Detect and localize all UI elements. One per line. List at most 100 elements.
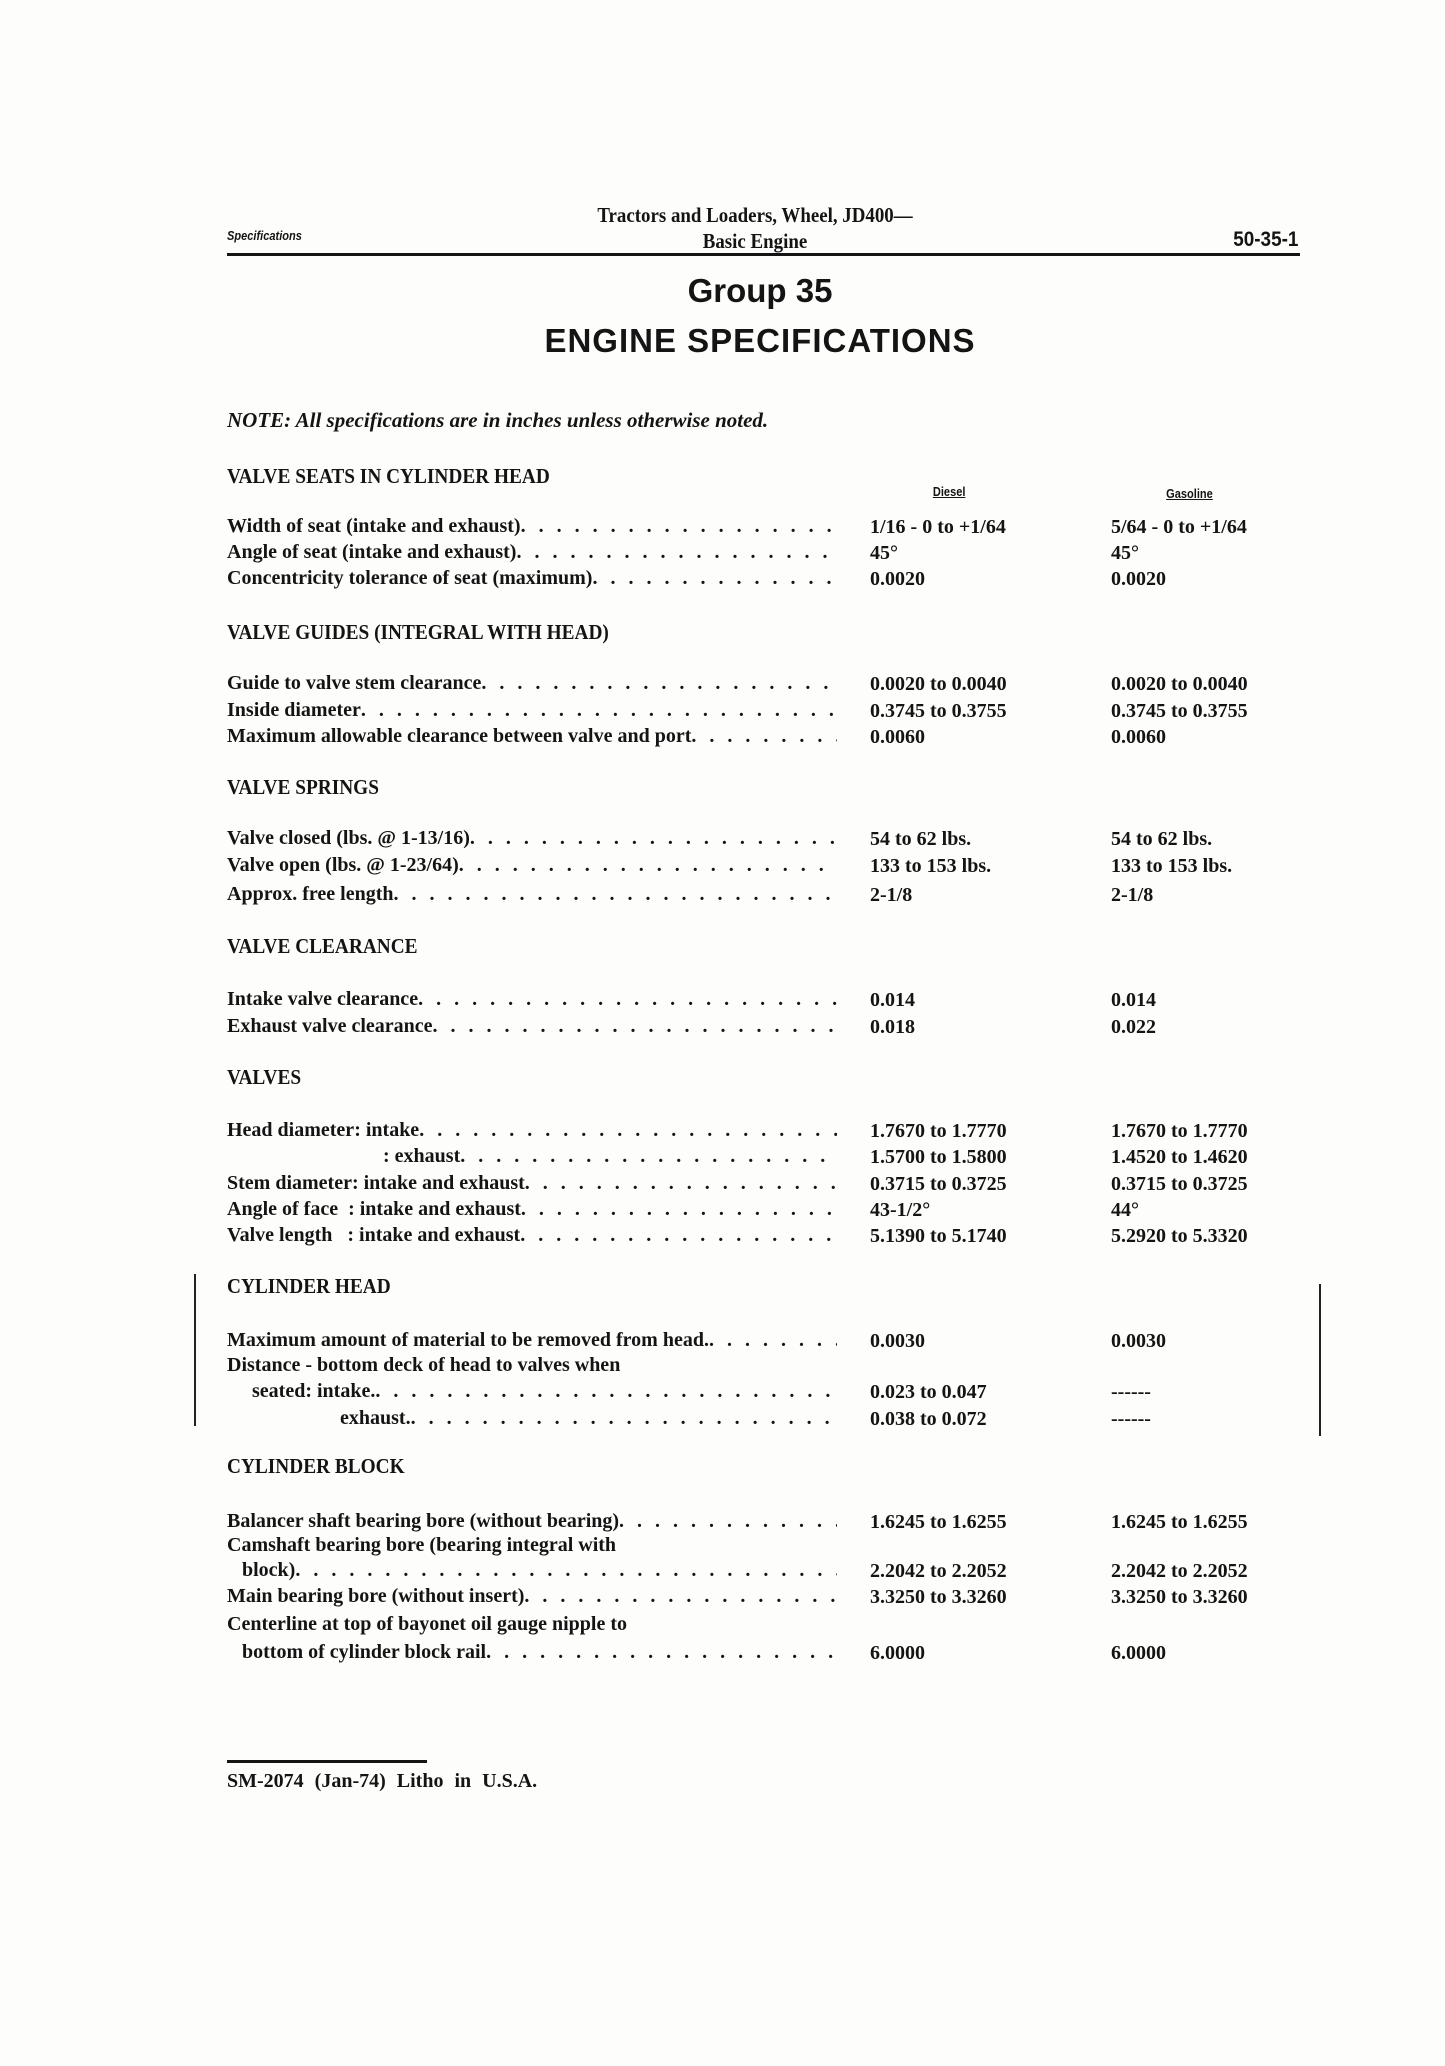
header-rule — [227, 253, 1300, 256]
page-number: 50-35-1 — [1232, 228, 1298, 251]
change-bar-left — [194, 1274, 196, 1426]
spec-label: Distance - bottom deck of head to valves… — [227, 1354, 621, 1376]
spec-value-gasoline: 0.0060 — [1111, 726, 1166, 748]
spec-value-diesel: 1.6245 to 1.6255 — [870, 1511, 1007, 1533]
section-heading: VALVE SEATS IN CYLINDER HEAD — [227, 464, 550, 488]
spec-value-gasoline: 133 to 153 lbs. — [1111, 855, 1233, 877]
spec-row: Maximum amount of material to be removed… — [227, 1329, 837, 1355]
spec-label: Exhaust valve clearance — [227, 1015, 433, 1037]
spec-value-diesel: 45° — [870, 542, 898, 564]
spec-label: Width of seat (intake and exhaust) — [227, 515, 521, 537]
spec-row: Maximum allowable clearance between valv… — [227, 725, 837, 751]
spec-value-gasoline: 0.0020 to 0.0040 — [1111, 673, 1248, 695]
header-title-line1: Tractors and Loaders, Wheel, JD400— — [597, 203, 913, 227]
spec-value-diesel: 0.023 to 0.047 — [870, 1381, 987, 1403]
dot-leader: . . . . . . . . . . . . . . . . . . . . … — [524, 1585, 837, 1607]
dot-leader: . . . . . . . . . . . . . . . . . . . . … — [432, 1015, 837, 1037]
spec-value-diesel: 1.5700 to 1.5800 — [870, 1146, 1007, 1168]
spec-value-gasoline: 1.6245 to 1.6255 — [1111, 1511, 1248, 1533]
spec-row: Approx. free length . . . . . . . . . . … — [227, 883, 837, 909]
spec-value-gasoline: 0.014 — [1111, 989, 1156, 1011]
spec-value-gasoline: 5.2920 to 5.3320 — [1111, 1225, 1248, 1247]
spec-value-diesel: 0.0060 — [870, 726, 925, 748]
spec-label: : exhaust — [383, 1145, 461, 1167]
dot-leader: . . . . . . . . . . . . . . . . . . . . … — [295, 1559, 837, 1581]
spec-value-gasoline: ------ — [1111, 1381, 1151, 1403]
page-title: ENGINE SPECIFICATIONS — [544, 322, 976, 359]
spec-label: Angle of seat (intake and exhaust) — [227, 541, 517, 563]
spec-value-gasoline: 0.022 — [1111, 1016, 1156, 1038]
dot-leader: . . . . . . . . . . . . . . . . . . . . … — [520, 1198, 837, 1220]
spec-label: Maximum allowable clearance between valv… — [227, 725, 692, 747]
column-header-gasoline: Gasoline — [1166, 486, 1213, 501]
spec-label: Main bearing bore (without insert) — [227, 1585, 525, 1607]
footer-text: SM-2074 (Jan-74) Litho in U.S.A. — [227, 1770, 538, 1792]
spec-value-diesel: 2.2042 to 2.2052 — [870, 1560, 1007, 1582]
spec-value-diesel: 0.014 — [870, 989, 915, 1011]
spec-row: Concentricity tolerance of seat (maximum… — [227, 567, 837, 593]
spec-label: Intake valve clearance — [227, 988, 419, 1010]
spec-value-diesel: 0.0020 — [870, 568, 925, 590]
spec-value-gasoline: 0.0030 — [1111, 1330, 1166, 1352]
spec-row: Width of seat (intake and exhaust) . . .… — [227, 515, 837, 541]
spec-value-diesel: 3.3250 to 3.3260 — [870, 1586, 1007, 1608]
spec-label: Valve closed (lbs. @ 1-13/16) — [227, 827, 470, 849]
spec-value-gasoline: 0.3745 to 0.3755 — [1111, 700, 1248, 722]
dot-leader: . . . . . . . . . . . . . . . . . . . . … — [520, 1224, 837, 1246]
spec-label: Balancer shaft bearing bore (without bea… — [227, 1510, 620, 1532]
note: NOTE: All specifications are in inches u… — [227, 408, 769, 432]
spec-value-gasoline: 54 to 62 lbs. — [1111, 828, 1213, 850]
spec-value-gasoline: 2.2042 to 2.2052 — [1111, 1560, 1248, 1582]
spec-row: seated: intake. . . . . . . . . . . . . … — [252, 1380, 837, 1406]
spec-label: exhaust. — [340, 1407, 411, 1429]
spec-value-gasoline: ------ — [1111, 1408, 1151, 1430]
dot-leader: . . . . . . . . . . . . . . . . . . . . … — [469, 827, 837, 849]
spec-value-gasoline: 5/64 - 0 to +1/64 — [1111, 516, 1247, 538]
spec-row: Valve closed (lbs. @ 1-13/16) . . . . . … — [227, 827, 837, 853]
column-header-diesel: Diesel — [932, 484, 966, 499]
spec-value-gasoline: 45° — [1111, 542, 1139, 564]
spec-value-gasoline: 0.3715 to 0.3725 — [1111, 1173, 1248, 1195]
dot-leader: . . . . . . . . . . . . . . . . . . . . … — [520, 515, 837, 537]
spec-label: bottom of cylinder block rail — [242, 1641, 487, 1663]
spec-value-diesel: 0.0020 to 0.0040 — [870, 673, 1007, 695]
spec-label: seated: intake. — [252, 1380, 376, 1402]
dot-leader: . . . . . . . . . . . . . . . . . . . . … — [458, 854, 837, 876]
spec-value-diesel: 5.1390 to 5.1740 — [870, 1225, 1007, 1247]
dot-leader: . . . . . . . . . . . . . . . . . . . . … — [592, 567, 837, 589]
spec-value-gasoline: 6.0000 — [1111, 1642, 1166, 1664]
dot-leader: . . . . . . . . . . . . . . . . . . . . … — [393, 883, 837, 905]
spec-row: Exhaust valve clearance . . . . . . . . … — [227, 1015, 837, 1041]
spec-label: Approx. free length — [227, 883, 394, 905]
dot-leader: . . . . . . . . . . . . . . . . . . . . … — [460, 1145, 837, 1167]
dot-leader: . . . . . . . . . . . . . . . . . . . . … — [486, 1641, 838, 1663]
spec-label: Camshaft bearing bore (bearing integral … — [227, 1534, 617, 1556]
spec-row: Distance - bottom deck of head to valves… — [227, 1354, 620, 1380]
dot-leader: . . . . . . . . . . . . . . . . . . . . … — [619, 1510, 837, 1532]
dot-leader: . . . . . . . . . . . . . . . . . . . . … — [516, 541, 837, 563]
dot-leader: . . . . . . . . . . . . . . . . . . . . … — [708, 1329, 837, 1351]
spec-label: block) — [242, 1559, 296, 1581]
dot-leader: . . . . . . . . . . . . . . . . . . . . … — [524, 1172, 837, 1194]
spec-label: Valve length : intake and exhaust — [227, 1224, 521, 1246]
header-section-label: Specifications — [227, 228, 302, 243]
section-heading: VALVES — [227, 1065, 302, 1089]
spec-row: Valve open (lbs. @ 1-23/64) . . . . . . … — [227, 854, 837, 880]
spec-row: : exhaust . . . . . . . . . . . . . . . … — [383, 1145, 837, 1171]
spec-value-diesel: 0.018 — [870, 1016, 915, 1038]
spec-row: Inside diameter . . . . . . . . . . . . … — [227, 699, 837, 725]
spec-value-diesel: 43-1/2° — [870, 1199, 931, 1221]
spec-label: Maximum amount of material to be removed… — [227, 1329, 709, 1351]
dot-leader: . . . . . . . . . . . . . . . . . . . . … — [418, 988, 837, 1010]
spec-value-diesel: 0.3715 to 0.3725 — [870, 1173, 1007, 1195]
spec-row: Valve length : intake and exhaust . . . … — [227, 1224, 837, 1250]
spec-row: Angle of seat (intake and exhaust) . . .… — [227, 541, 837, 567]
spec-value-gasoline: 0.0020 — [1111, 568, 1166, 590]
spec-row: block) . . . . . . . . . . . . . . . . .… — [242, 1559, 837, 1585]
dot-leader: . . . . . . . . . . . . . . . . . . . . … — [410, 1407, 837, 1429]
section-heading: CYLINDER BLOCK — [227, 1454, 405, 1478]
spec-value-diesel: 1.7670 to 1.7770 — [870, 1120, 1007, 1142]
spec-label: Head diameter: intake — [227, 1119, 420, 1141]
spec-label: Centerline at top of bayonet oil gauge n… — [227, 1613, 627, 1635]
spec-value-diesel: 54 to 62 lbs. — [870, 828, 972, 850]
